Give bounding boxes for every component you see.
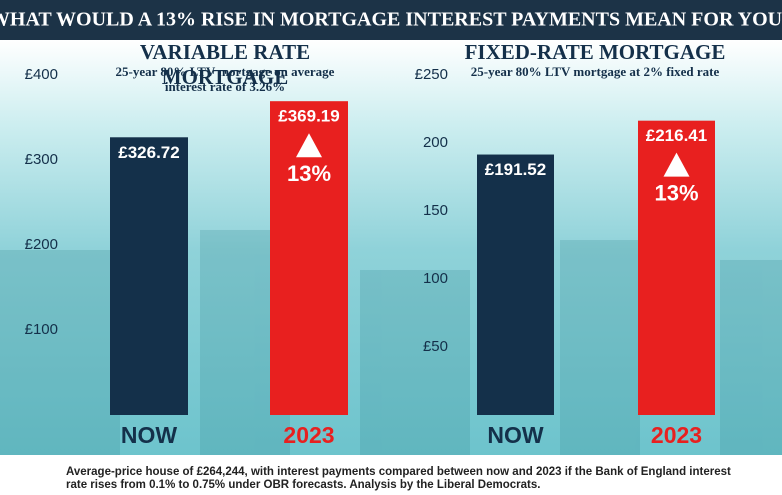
y-tick-label: £200 [25,236,58,253]
main-title: WHAT WOULD A 13% RISE IN MORTGAGE INTERE… [0,9,782,31]
category-label: 2023 [651,422,702,448]
category-label: NOW [121,422,178,448]
bar [477,154,554,415]
y-tick-label: 100 [423,270,448,287]
y-tick-label: £250 [415,66,448,83]
category-label: 2023 [283,422,334,448]
annotation: 13% [287,161,331,186]
y-tick-label: £300 [25,151,58,168]
chart-subtitle: 25-year 80% LTV mortgage at 2% fixed rat… [470,64,720,79]
value-label: £326.72 [118,143,179,162]
annotation: 13% [654,180,698,205]
houses [0,230,782,460]
y-tick-label: 200 [423,134,448,151]
up-arrow [663,152,690,177]
up-arrow [296,133,322,158]
value-label: £369.19 [278,107,339,126]
bar [110,137,188,415]
category-label: NOW [487,422,544,448]
chart-title: FIXED-RATE MORTGAGE [464,40,726,64]
y-tick-label: £50 [423,338,448,355]
chart-title: VARIABLE RATE MORTGAGE [139,40,311,89]
title-bar [0,0,782,40]
value-label: £191.52 [485,160,546,179]
chart-subtitle: 25-year 80% LTV mortgage on average inte… [115,64,335,94]
y-tick-label: £400 [25,66,58,83]
value-label: £216.41 [646,126,707,145]
y-tick-label: 150 [423,202,448,219]
y-tick-label: £100 [25,321,58,338]
footnote: Average-price house of £264,244, with in… [66,466,731,491]
footer-bg [0,455,782,495]
